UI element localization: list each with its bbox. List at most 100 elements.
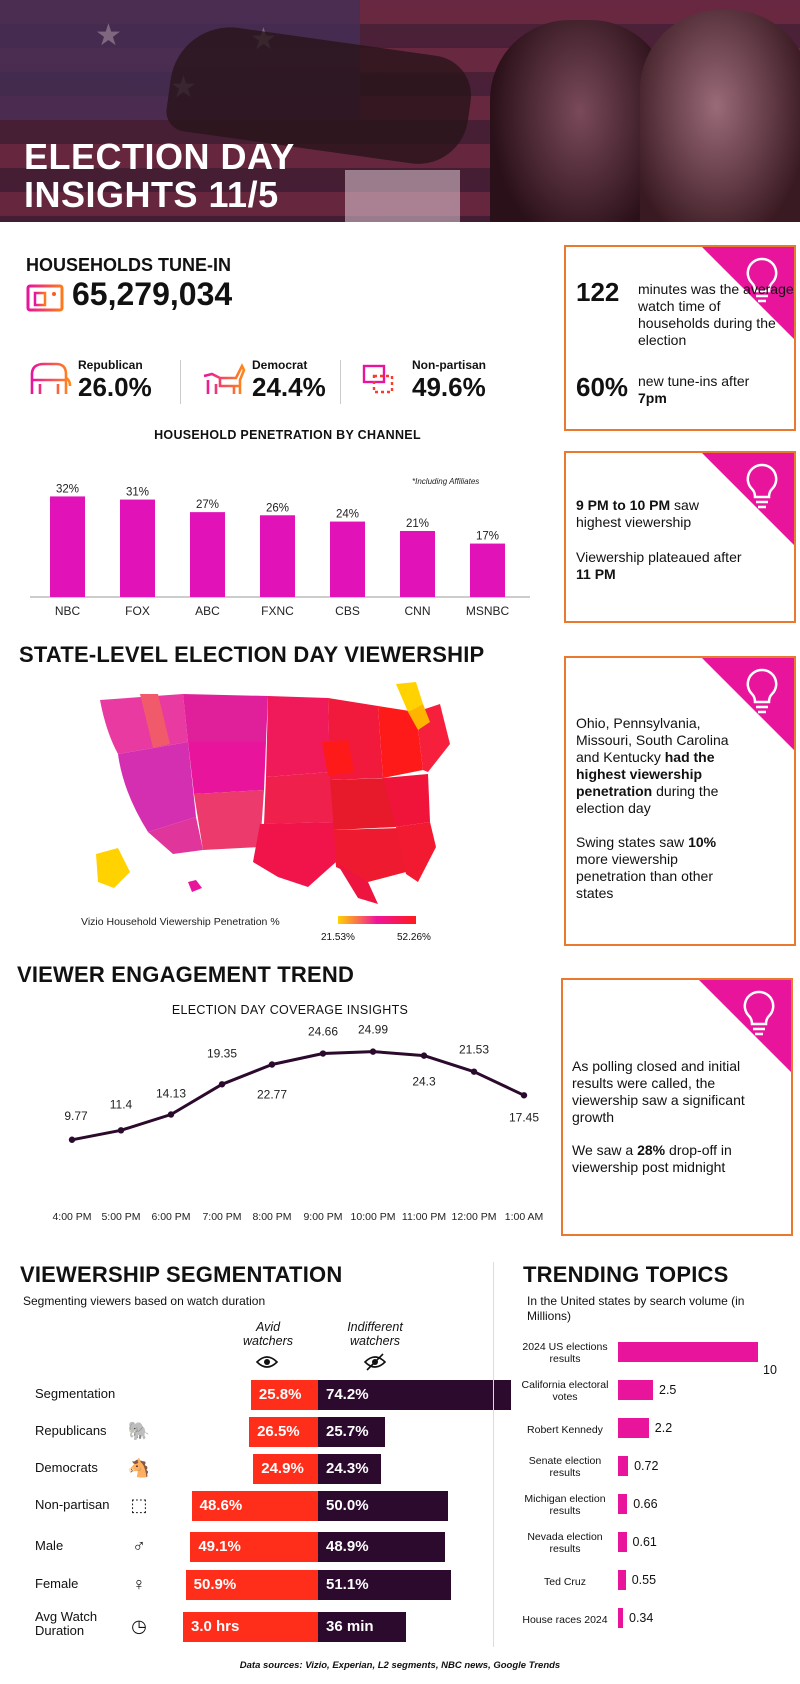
trending-title: TRENDING TOPICS bbox=[523, 1262, 729, 1287]
data-point bbox=[167, 1111, 175, 1118]
insight-card-watch-time: 122 minutes was the average watch time o… bbox=[564, 245, 796, 431]
bar-category-label: FOX bbox=[125, 604, 150, 618]
bar-fox bbox=[120, 499, 155, 597]
affiliates-note: *Including Affiliates bbox=[412, 477, 480, 486]
data-point bbox=[520, 1092, 528, 1099]
avid-bar: 48.6% bbox=[191, 1491, 318, 1521]
point-value-label: 14.13 bbox=[156, 1087, 186, 1101]
segment-label: Segmentation bbox=[35, 1386, 116, 1401]
bar-fxnc bbox=[260, 515, 295, 597]
avid-bar: 50.9% bbox=[185, 1570, 318, 1600]
indifferent-bar: 50.0% bbox=[318, 1491, 448, 1521]
bar-value-label: 21% bbox=[406, 518, 429, 530]
topic-bar bbox=[618, 1456, 629, 1476]
candidate-portrait-right bbox=[640, 10, 800, 222]
map-legend-min: 21.53% bbox=[321, 932, 355, 943]
households-count: 65,279,034 bbox=[72, 276, 233, 312]
topic-value: 2.2 bbox=[654, 1421, 673, 1435]
x-tick-label: 4:00 PM bbox=[52, 1211, 91, 1223]
eye-icon bbox=[256, 1356, 278, 1368]
bar-msnbc bbox=[470, 543, 505, 597]
nonpartisan-icon bbox=[362, 364, 394, 394]
topic-label: Ted Cruz bbox=[543, 1576, 586, 1588]
bar-abc bbox=[190, 512, 225, 597]
state-circle-wi: WI 48.2% bbox=[495, 780, 531, 808]
data-point bbox=[420, 1052, 428, 1059]
x-tick-label: 9:00 PM bbox=[303, 1211, 342, 1223]
point-value-label: 22.77 bbox=[257, 1087, 287, 1101]
x-tick-label: 5:00 PM bbox=[101, 1211, 140, 1223]
x-tick-label: 11:00 PM bbox=[402, 1211, 446, 1223]
bar-cnn bbox=[400, 531, 435, 597]
bar-nbc bbox=[50, 496, 85, 597]
data-point bbox=[218, 1081, 226, 1088]
state-circle-mi: MI 50.8% bbox=[495, 658, 531, 686]
engagement-line-chart: 9.77 4:00 PM 11.4 5:00 PM 14.13 6:00 PM 19.35 7… bbox=[52, 1023, 543, 1223]
ballot-image bbox=[345, 170, 460, 222]
series-line bbox=[71, 1050, 525, 1142]
female-icon: ♀ bbox=[132, 1574, 146, 1594]
segmentation-subtitle: Segmenting viewers based on watch durati… bbox=[23, 1294, 266, 1308]
male-icon: ♂ bbox=[132, 1536, 146, 1556]
segmentation-title: VIEWERSHIP SEGMENTATION bbox=[20, 1262, 343, 1287]
bar-value-label: 17% bbox=[476, 531, 499, 543]
page-title: ELECTION DAY INSIGHTS 11/5 bbox=[24, 136, 295, 215]
clock-icon: ◷ bbox=[131, 1616, 147, 1636]
segment-label: Democrats bbox=[35, 1460, 98, 1475]
divider bbox=[180, 360, 181, 404]
engagement-title: VIEWER ENGAGEMENT TREND bbox=[17, 962, 355, 987]
point-value-label: 9.77 bbox=[64, 1109, 88, 1123]
state-circle-ga: GA 46.8% bbox=[495, 841, 531, 869]
topic-bar bbox=[618, 1494, 628, 1514]
penetration-chart-title: HOUSEHOLD PENETRATION BY CHANNEL bbox=[154, 428, 421, 442]
indifferent-bar: 36 min bbox=[318, 1612, 406, 1642]
penetration-bar-chart: 32% NBC 31% FOX 27% ABC 26% FXNC 24% CBS 21% CNN 17%… bbox=[30, 483, 530, 618]
avid-bar: 26.5% bbox=[249, 1417, 318, 1447]
trending-subtitle: In the United states by search volume (i… bbox=[527, 1294, 745, 1323]
insight-card-states: Ohio, Pennsylvania, Missouri, South Caro… bbox=[564, 656, 796, 946]
data-point bbox=[117, 1127, 125, 1134]
segment-label: Male bbox=[35, 1538, 64, 1553]
bar-category-label: MSNBC bbox=[466, 604, 510, 618]
topic-label: Senate election results bbox=[528, 1455, 602, 1479]
engagement-chart-title: ELECTION DAY COVERAGE INSIGHTS bbox=[171, 1003, 409, 1017]
topic-label: Robert Kennedy bbox=[527, 1424, 603, 1436]
insight-card-peak-hours: 9 PM to 10 PM saw highest viewership Vie… bbox=[564, 451, 796, 623]
tv-icon bbox=[26, 284, 64, 312]
bar-category-label: ABC bbox=[195, 604, 220, 618]
map-legend-max: 52.26% bbox=[397, 932, 431, 943]
x-tick-label: 7:00 PM bbox=[202, 1211, 241, 1223]
us-heatmap bbox=[96, 682, 450, 904]
bar-value-label: 32% bbox=[56, 483, 79, 495]
indifferent-bar: 25.7% bbox=[318, 1417, 385, 1447]
x-tick-label: 12:00 PM bbox=[452, 1211, 497, 1223]
avid-bar: 25.8% bbox=[250, 1380, 318, 1410]
segment-label: Non-partisan bbox=[35, 1497, 110, 1512]
topic-bar bbox=[618, 1532, 627, 1552]
bar-category-label: CBS bbox=[335, 604, 360, 618]
x-tick-label: 8:00 PM bbox=[252, 1211, 291, 1223]
lightbulb-icon bbox=[743, 990, 775, 1036]
state-circle-nv: NV 37.3% bbox=[495, 905, 531, 933]
topic-bar bbox=[618, 1608, 623, 1628]
topic-label: Nevada election results bbox=[527, 1531, 603, 1555]
x-tick-label: 10:00 PM bbox=[351, 1211, 396, 1223]
donkey-icon bbox=[203, 363, 246, 394]
insight-card-trend: As polling closed and initial results we… bbox=[561, 978, 793, 1236]
lightbulb-icon bbox=[746, 257, 778, 303]
indifferent-bar: 24.3% bbox=[318, 1454, 382, 1484]
divider bbox=[493, 1262, 494, 1647]
data-point bbox=[470, 1068, 478, 1075]
eye-slash-icon bbox=[364, 1353, 386, 1371]
point-value-label: 17.45 bbox=[509, 1110, 539, 1124]
state-circle-nc: NC 50.0% bbox=[495, 719, 531, 747]
star-icon: ★ bbox=[95, 19, 122, 52]
lightbulb-icon bbox=[746, 668, 778, 714]
col-avid-watchers: Avid watchers bbox=[242, 1320, 294, 1348]
col-indifferent-watchers: Indifferent watchers bbox=[347, 1320, 403, 1348]
topic-label: House races 2024 bbox=[522, 1614, 608, 1626]
point-value-label: 21.53 bbox=[459, 1043, 489, 1057]
avid-bar: 49.1% bbox=[190, 1532, 318, 1562]
topic-value: 0.72 bbox=[634, 1459, 659, 1473]
bar-category-label: NBC bbox=[55, 604, 81, 618]
